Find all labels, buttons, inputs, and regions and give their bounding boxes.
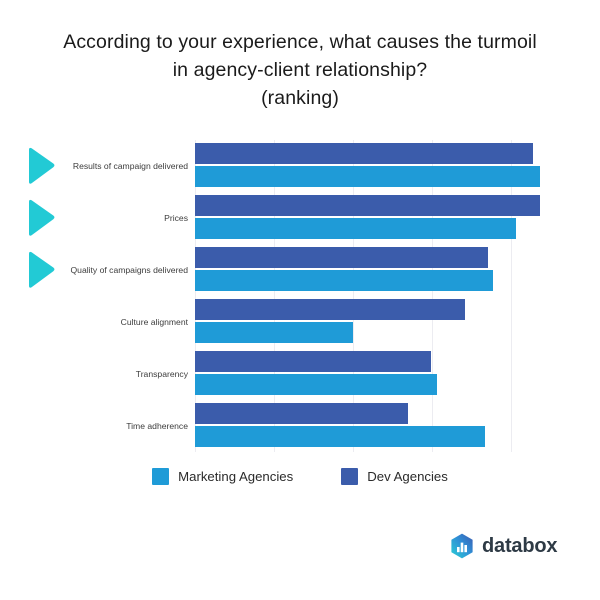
bar-dev-agencies[interactable] — [195, 299, 466, 320]
bar-dev-agencies[interactable] — [195, 351, 432, 372]
bar-marketing-agencies[interactable] — [195, 218, 516, 239]
plot-area: Results of campaign delivered Prices Quali… — [0, 140, 600, 452]
bar-rows: Results of campaign delivered Prices Quali… — [0, 140, 600, 452]
brand-logo: databox — [450, 533, 557, 559]
chart-legend: Marketing Agencies Dev Agencies — [0, 468, 600, 485]
table-row: Quality of campaigns delivered — [0, 244, 600, 296]
title-line-2: in agency-client relationship? — [172, 59, 428, 81]
bar-dev-agencies[interactable] — [195, 247, 489, 268]
table-row: Culture alignment — [0, 296, 600, 348]
brand-name: databox — [482, 534, 558, 557]
bar-marketing-agencies[interactable] — [195, 322, 353, 343]
legend-swatch — [152, 468, 170, 485]
category-label: Results of campaign delivered — [72, 161, 188, 171]
gridline — [274, 140, 275, 452]
gridline — [432, 140, 433, 452]
title-line-3: (ranking) — [261, 87, 339, 109]
category-label: Time adherence — [126, 421, 188, 431]
page-title: According to your experience, what cause… — [0, 28, 600, 112]
table-row: Results of campaign delivered — [0, 140, 600, 192]
arrow-right-marker-icon — [26, 146, 56, 186]
category-label: Prices — [164, 213, 188, 223]
category-label: Quality of campaigns delivered — [70, 265, 188, 275]
gridline — [511, 140, 512, 452]
legend-item[interactable]: Dev Agencies — [341, 468, 448, 485]
legend-item[interactable]: Marketing Agencies — [152, 468, 293, 485]
legend-label: Dev Agencies — [367, 469, 448, 484]
databox-hexagon-bars-icon — [450, 533, 474, 559]
category-label: Culture alignment — [120, 317, 188, 327]
gridline — [195, 140, 196, 452]
bar-marketing-agencies[interactable] — [195, 166, 541, 187]
table-row: Prices — [0, 192, 600, 244]
legend-swatch — [341, 468, 359, 485]
table-row: Transparency — [0, 348, 600, 400]
bar-dev-agencies[interactable] — [195, 195, 541, 216]
bar-marketing-agencies[interactable] — [195, 374, 437, 395]
bar-marketing-agencies[interactable] — [195, 270, 493, 291]
title-line-1: According to your experience, what cause… — [63, 31, 537, 53]
gridlines — [195, 140, 512, 452]
table-row: Time adherence — [0, 400, 600, 452]
arrow-right-marker-icon — [26, 250, 56, 290]
arrow-right-marker-icon — [26, 198, 56, 238]
legend-label: Marketing Agencies — [178, 469, 294, 484]
category-label: Transparency — [135, 369, 188, 379]
gridline — [353, 140, 354, 452]
bar-dev-agencies[interactable] — [195, 143, 534, 164]
bar-marketing-agencies[interactable] — [195, 426, 485, 447]
bar-dev-agencies[interactable] — [195, 403, 409, 424]
